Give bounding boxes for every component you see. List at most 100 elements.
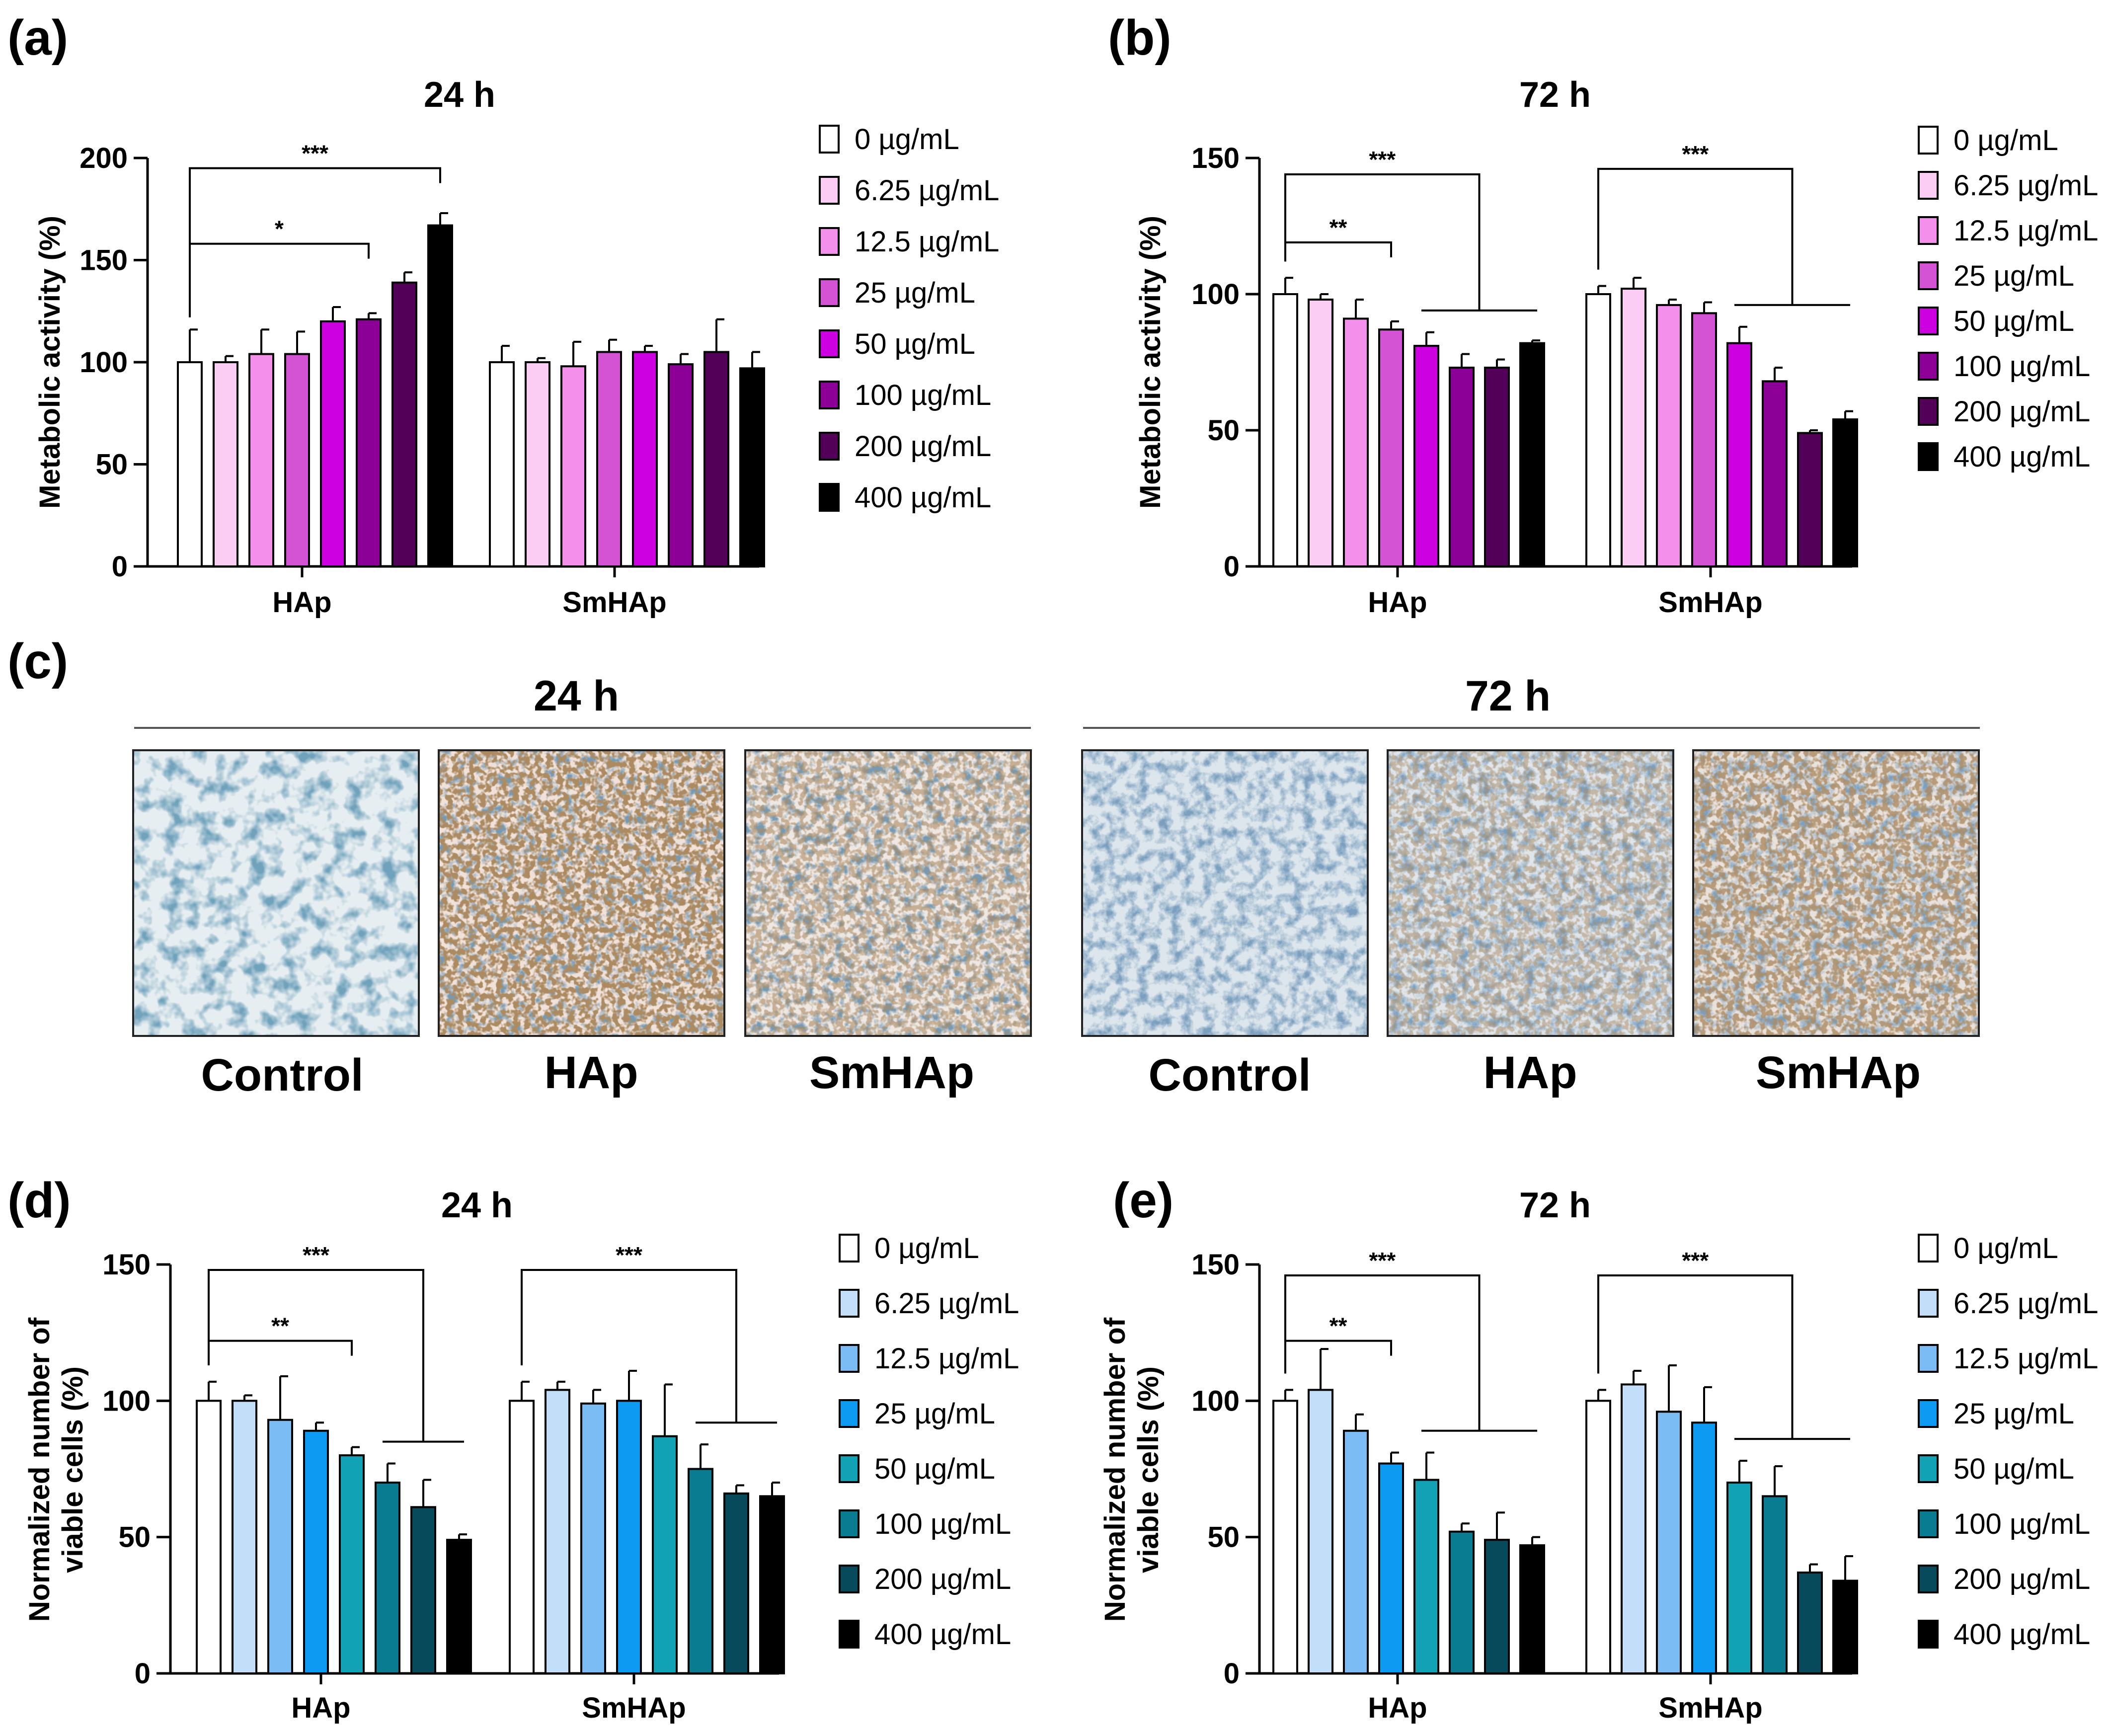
chart-e: 72 h Normalized number ofviable cells (%)…: [1099, 1185, 2098, 1724]
legend-swatch: [1918, 261, 1939, 290]
significance-label: ***: [1682, 1248, 1709, 1273]
x-tick-label: HAp: [1368, 1692, 1427, 1724]
bar: [1656, 1411, 1682, 1674]
significance-bracket: [208, 1340, 353, 1366]
y-tick-label: 50: [1207, 414, 1240, 447]
legend-label: 400 µg/mL: [1954, 1618, 2090, 1651]
y-tick-label: 0: [135, 1657, 151, 1690]
significance-bracket: [189, 167, 441, 317]
y-tick-label: 100: [1191, 278, 1240, 311]
legend-swatch: [1918, 1234, 1939, 1263]
significance-bracket: [1284, 1340, 1392, 1374]
legend-swatch: [839, 1234, 860, 1263]
legend-label: 12.5 µg/mL: [855, 226, 999, 258]
bar: [1585, 293, 1611, 567]
bar: [1272, 293, 1298, 567]
significance-label: ***: [303, 1242, 329, 1268]
bar: [284, 353, 310, 567]
significance-label: **: [1329, 215, 1347, 240]
legend-label: 25 µg/mL: [1954, 1398, 2074, 1430]
bar: [1726, 1481, 1752, 1675]
chart-a: 24 h Metabolic activity (%) 0 50 100 150 200 HA…: [34, 75, 999, 619]
bar: [489, 361, 515, 567]
y-axis-label: Metabolic activity (%): [1134, 216, 1167, 509]
micrograph-panel: 24 h 72 h: [132, 672, 1980, 1101]
bar: [596, 351, 622, 567]
bar: [1797, 432, 1823, 567]
bar: [739, 367, 765, 568]
legend-label: 50 µg/mL: [1954, 1453, 2074, 1485]
bar: [1378, 328, 1404, 567]
panel-letter-b: (b): [1108, 10, 1172, 66]
legend-label: 50 µg/mL: [1954, 305, 2074, 337]
section-title-24h: 24 h: [534, 672, 619, 720]
panel-letter-e: (e): [1113, 1173, 1173, 1228]
significance-label: *: [275, 216, 284, 242]
y-tick-label: 150: [1191, 1249, 1240, 1281]
bar: [303, 1429, 329, 1675]
y-tick-label: 50: [118, 1521, 151, 1554]
bar: [1484, 1539, 1510, 1674]
bar: [1585, 1400, 1611, 1674]
significance-label: ***: [616, 1242, 642, 1268]
bar: [1621, 1383, 1646, 1674]
legend-swatch: [1918, 216, 1939, 245]
legend-swatch: [839, 1344, 860, 1373]
significance-bracket: [1284, 241, 1392, 262]
legend-swatch: [1918, 1620, 1939, 1649]
bar: [509, 1400, 535, 1674]
bar: [560, 365, 586, 567]
bar: [723, 1492, 749, 1674]
bar: [1797, 1571, 1823, 1675]
bar: [1832, 1579, 1858, 1675]
chart-b: 72 h Metabolic activity (%) 0 50 100 150 HAp Sm…: [1134, 75, 2098, 619]
micrograph-label-72h-hap: HAp: [1483, 1047, 1577, 1098]
significance-label: **: [1329, 1313, 1347, 1339]
x-tick-label: HAp: [272, 586, 331, 619]
y-axis-label: Normalized number ofviable cells (%): [1099, 1317, 1165, 1622]
legend-swatch: [1918, 1565, 1939, 1593]
legend-label: 0 µg/mL: [1954, 1232, 2058, 1264]
bar: [1413, 1479, 1439, 1675]
y-tick-label: 100: [102, 1385, 151, 1417]
legend-swatch: [1918, 352, 1939, 381]
legend-label: 6.25 µg/mL: [874, 1287, 1019, 1320]
significance-bracket: [1284, 173, 1481, 311]
legend-swatch: [819, 278, 840, 307]
legend-label: 100 µg/mL: [874, 1508, 1011, 1540]
y-axis-label-line: viable cells (%): [57, 1366, 89, 1573]
bar: [759, 1495, 785, 1675]
bar: [1762, 1495, 1788, 1675]
legend-swatch: [839, 1289, 860, 1318]
significance-bracket: [189, 242, 370, 317]
significance-label: ***: [1369, 1248, 1396, 1273]
bar: [1272, 1400, 1298, 1674]
x-tick-label: HAp: [291, 1692, 350, 1724]
bar: [1519, 342, 1545, 567]
legend-label: 400 µg/mL: [855, 481, 991, 514]
legend-label: 6.25 µg/mL: [855, 174, 999, 207]
bar: [1413, 345, 1439, 567]
bar: [248, 353, 274, 567]
y-axis-label: Normalized number ofviable cells (%): [23, 1317, 89, 1622]
bar: [525, 361, 550, 567]
bar: [1832, 418, 1858, 568]
section-title-72h: 72 h: [1465, 672, 1551, 720]
bar: [391, 281, 417, 567]
bar: [1484, 366, 1510, 568]
chart-d: 24 h Normalized number ofviable cells (%)…: [23, 1185, 1019, 1724]
bar: [1726, 342, 1752, 567]
x-tick-label: SmHAp: [1658, 586, 1762, 619]
legend-swatch: [839, 1399, 860, 1428]
legend-swatch: [1918, 126, 1939, 155]
bar: [232, 1400, 257, 1674]
legend-swatch: [1918, 442, 1939, 471]
chart-title: 24 h: [441, 1185, 513, 1225]
legend-label: 25 µg/mL: [1954, 260, 2074, 292]
bar: [177, 361, 203, 567]
micrograph-label-24h-smhap: SmHAp: [809, 1047, 974, 1098]
y-tick-label: 150: [1191, 142, 1240, 174]
bar: [410, 1506, 436, 1674]
legend-label: 100 µg/mL: [1954, 1508, 2090, 1540]
